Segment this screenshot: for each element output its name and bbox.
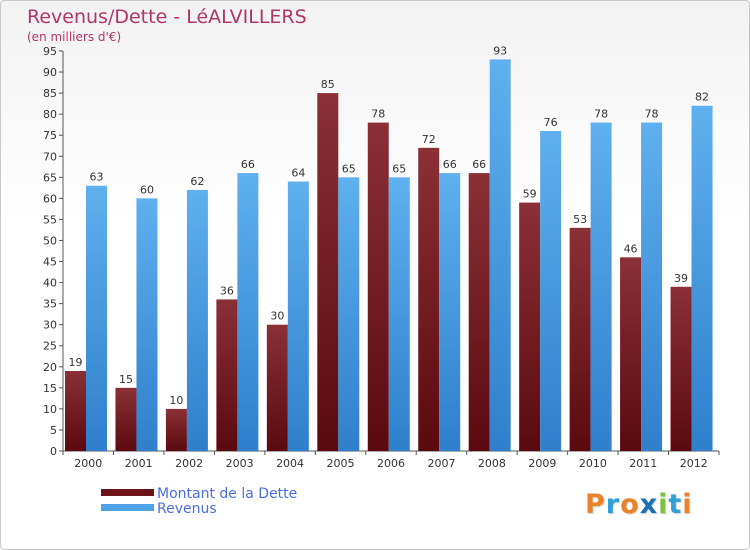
y-tick-label: 45: [43, 256, 57, 269]
x-tick-label: 2004: [276, 457, 304, 470]
y-tick-label: 60: [43, 192, 57, 205]
bar-revenus: [86, 185, 107, 451]
legend-swatch-revenus: [101, 504, 154, 511]
chart-subtitle: (en milliers d'€): [27, 30, 122, 44]
data-label-revenus: 60: [140, 183, 154, 196]
data-label-dette: 15: [119, 373, 133, 386]
y-tick-label: 90: [43, 66, 57, 79]
bar-revenus: [186, 189, 208, 451]
legend-swatch-dette: [101, 489, 154, 496]
data-label-revenus: 65: [342, 162, 356, 175]
bar-dette: [519, 202, 541, 451]
y-tick-label: 20: [43, 361, 57, 374]
bar-revenus: [237, 173, 259, 451]
y-tick-label: 55: [43, 213, 57, 226]
data-label-revenus: 82: [695, 91, 709, 104]
x-tick-label: 2000: [74, 457, 102, 470]
data-label-revenus: 66: [241, 158, 255, 171]
bar-revenus: [691, 105, 713, 451]
y-tick-label: 25: [43, 340, 57, 353]
bar-revenus: [338, 177, 360, 451]
bar-dette: [418, 147, 440, 451]
y-tick-label: 15: [43, 382, 57, 395]
x-tick-label: 2001: [125, 457, 153, 470]
data-label-dette: 72: [422, 133, 436, 146]
bar-dette: [367, 122, 389, 451]
x-tick-label: 2009: [528, 457, 556, 470]
y-tick-label: 70: [43, 150, 57, 163]
bar-dette: [317, 93, 339, 452]
x-tick-label: 2005: [327, 457, 355, 470]
y-tick-label: 35: [43, 298, 57, 311]
data-label-revenus: 62: [190, 175, 204, 188]
x-tick-label: 2002: [175, 457, 203, 470]
bar-dette: [569, 227, 591, 451]
data-label-revenus: 65: [392, 162, 406, 175]
y-tick-label: 10: [43, 403, 57, 416]
bar-revenus: [489, 59, 511, 451]
bar-dette: [266, 324, 288, 451]
bar-dette: [468, 173, 490, 451]
y-tick-label: 75: [43, 129, 57, 142]
data-label-dette: 53: [573, 213, 587, 226]
data-label-revenus: 76: [544, 116, 558, 129]
bar-dette: [620, 257, 642, 451]
data-label-dette: 85: [321, 78, 335, 91]
bar-dette: [65, 371, 86, 451]
bar-revenus: [287, 181, 309, 452]
proxiti-logo: Proxiti: [585, 489, 693, 520]
data-label-dette: 19: [69, 356, 83, 369]
bar-revenus: [540, 131, 562, 451]
y-tick-label: 30: [43, 319, 57, 332]
y-tick-label: 85: [43, 87, 57, 100]
data-label-dette: 59: [523, 188, 537, 201]
data-label-dette: 78: [371, 108, 385, 121]
y-tick-label: 5: [50, 424, 57, 437]
bar-dette: [670, 286, 692, 451]
bar-revenus: [641, 122, 663, 451]
data-label-revenus: 64: [291, 167, 305, 180]
bar-dette: [115, 387, 137, 451]
x-tick-label: 2012: [680, 457, 708, 470]
bar-revenus: [388, 177, 410, 451]
y-tick-label: 0: [50, 445, 57, 458]
x-tick-label: 2006: [377, 457, 405, 470]
data-label-revenus: 93: [493, 44, 507, 57]
y-tick-label: 80: [43, 108, 57, 121]
x-tick-label: 2008: [478, 457, 506, 470]
x-tick-label: 2011: [629, 457, 657, 470]
data-label-dette: 36: [220, 284, 234, 297]
data-label-dette: 30: [270, 310, 284, 323]
bar-dette: [165, 408, 187, 451]
y-tick-label: 40: [43, 277, 57, 290]
data-label-revenus: 66: [443, 158, 457, 171]
bar-dette: [216, 299, 238, 451]
data-label-dette: 46: [624, 242, 638, 255]
bar-revenus: [439, 173, 461, 451]
data-label-revenus: 78: [594, 108, 608, 121]
y-tick-label: 50: [43, 234, 57, 247]
data-label-revenus: 63: [90, 171, 104, 184]
chart-title: Revenus/Dette - LéALVILLERS: [27, 6, 307, 28]
data-label-dette: 10: [169, 394, 183, 407]
data-label-dette: 66: [472, 158, 486, 171]
y-tick-label: 95: [43, 45, 57, 58]
data-label-dette: 39: [674, 272, 688, 285]
y-tick-label: 65: [43, 171, 57, 184]
legend-label-revenus: Revenus: [157, 501, 217, 517]
data-label-revenus: 78: [645, 108, 659, 121]
legend-label-dette: Montant de la Dette: [157, 486, 298, 502]
x-tick-label: 2003: [226, 457, 254, 470]
x-tick-label: 2010: [579, 457, 607, 470]
bar-revenus: [136, 198, 158, 451]
bar-revenus: [590, 122, 612, 451]
x-tick-label: 2007: [427, 457, 455, 470]
